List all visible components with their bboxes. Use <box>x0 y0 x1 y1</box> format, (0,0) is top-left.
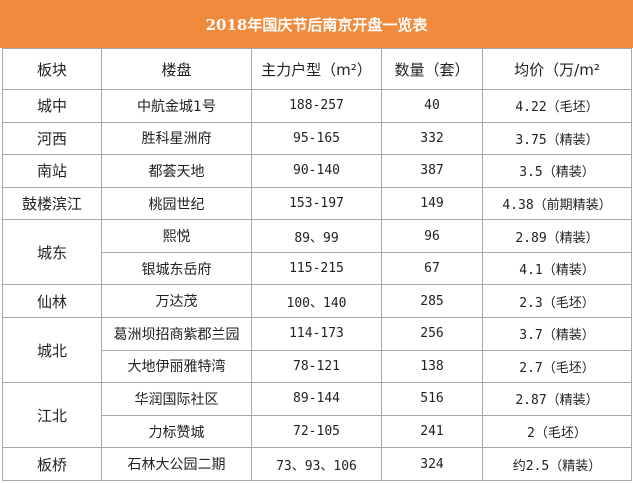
district-cell: 河西 <box>2 121 102 156</box>
unit-size-cell: 114-173 <box>251 317 382 351</box>
header-project: 楼盘 <box>101 48 252 90</box>
price-cell: 2.87（精装） <box>482 382 632 416</box>
count-cell: 96 <box>381 219 483 253</box>
table-row: 城东 熙悦 89、99 96 2.89（精装） <box>2 219 632 286</box>
count-cell: 40 <box>381 89 483 123</box>
district-cell: 城北 <box>2 317 102 384</box>
table-row: 仙林 万达茂 100、140 285 2.3（毛坯） <box>2 284 632 319</box>
header-price: 均价（万/m² <box>482 48 632 90</box>
price-cell: 4.22（毛坯） <box>482 89 632 123</box>
table-row: 河西 胜科星洲府 95-165 332 3.75（精装） <box>2 121 632 156</box>
project-cell: 桃园世纪 <box>101 186 252 221</box>
district-cell: 仙林 <box>2 284 102 319</box>
district-cell: 江北 <box>2 382 102 449</box>
header-district: 板块 <box>2 48 102 90</box>
unit-size-cell: 95-165 <box>251 121 382 156</box>
table-row: 板桥 石林大公园二期 73、93、106 324 约2.5（精装） <box>2 447 632 481</box>
table-title: 2018年国庆节后南京开盘一览表 <box>0 0 633 48</box>
price-cell: 2.3（毛坯） <box>482 284 632 319</box>
district-cell: 板桥 <box>2 447 102 481</box>
project-cell: 银城东岳府 <box>101 251 252 286</box>
table-row: 鼓楼滨江 桃园世纪 153-197 149 4.38（前期精装） <box>2 186 632 221</box>
price-cell: 2.7（毛坯） <box>482 349 632 384</box>
unit-size-cell: 100、140 <box>251 284 382 319</box>
header-row: 板块 楼盘 主力户型（m²） 数量（套） 均价（万/m² <box>2 48 632 90</box>
listing-table: 板块 楼盘 主力户型（m²） 数量（套） 均价（万/m² 城中 中航金城1号 1… <box>2 48 632 481</box>
table-row: 大地伊丽雅特湾 78-121 138 2.7（毛坯） <box>3 349 632 384</box>
unit-size-cell: 153-197 <box>251 186 382 221</box>
price-cell: 3.75（精装） <box>482 121 632 156</box>
unit-size-cell: 188-257 <box>251 89 382 123</box>
table-row: 力标赞城 72-105 241 2（毛坯） <box>3 414 632 449</box>
price-cell: 2.89（精装） <box>482 219 632 253</box>
unit-size-cell: 89、99 <box>251 219 382 253</box>
price-cell: 3.5（精装） <box>482 154 632 188</box>
count-cell: 241 <box>381 414 483 449</box>
project-cell: 都荟天地 <box>101 154 252 188</box>
count-cell: 285 <box>381 284 483 319</box>
project-cell: 胜科星洲府 <box>101 121 252 156</box>
table-row: 城中 中航金城1号 188-257 40 4.22（毛坯） <box>2 89 632 123</box>
unit-size-cell: 78-121 <box>251 349 382 384</box>
count-cell: 387 <box>381 154 483 188</box>
project-cell: 万达茂 <box>101 284 252 319</box>
price-cell: 约2.5（精装） <box>482 447 632 481</box>
district-cell: 城东 <box>2 219 102 286</box>
header-unit-size: 主力户型（m²） <box>251 48 382 90</box>
unit-size-cell: 72-105 <box>251 414 382 449</box>
unit-size-cell: 89-144 <box>251 382 382 416</box>
count-cell: 138 <box>381 349 483 384</box>
header-count: 数量（套） <box>381 48 483 90</box>
unit-size-cell: 90-140 <box>251 154 382 188</box>
count-cell: 149 <box>381 186 483 221</box>
district-cell: 南站 <box>2 154 102 188</box>
price-cell: 3.7（精装） <box>482 317 632 351</box>
price-cell: 2（毛坯） <box>482 414 632 449</box>
district-cell: 鼓楼滨江 <box>2 186 102 221</box>
count-cell: 256 <box>381 317 483 351</box>
project-cell: 石林大公园二期 <box>101 447 252 481</box>
unit-size-cell: 115-215 <box>251 251 382 286</box>
table-row: 南站 都荟天地 90-140 387 3.5（精装） <box>2 154 632 188</box>
price-cell: 4.1（精装） <box>482 251 632 286</box>
count-cell: 332 <box>381 121 483 156</box>
unit-size-cell: 73、93、106 <box>251 447 382 481</box>
project-cell: 中航金城1号 <box>101 89 252 123</box>
price-cell: 4.38（前期精装） <box>482 186 632 221</box>
project-cell: 力标赞城 <box>101 414 252 449</box>
project-cell: 葛洲坝招商紫郡兰园 <box>101 317 252 351</box>
count-cell: 67 <box>381 251 483 286</box>
project-cell: 大地伊丽雅特湾 <box>101 349 252 384</box>
count-cell: 516 <box>381 382 483 416</box>
table-row: 银城东岳府 115-215 67 4.1（精装） <box>3 251 632 286</box>
project-cell: 华润国际社区 <box>101 382 252 416</box>
project-cell: 熙悦 <box>101 219 252 253</box>
district-cell: 城中 <box>2 89 102 123</box>
count-cell: 324 <box>381 447 483 481</box>
table-row: 城北 葛洲坝招商紫郡兰园 114-173 256 3.7（精装） <box>2 317 632 384</box>
table-row: 江北 华润国际社区 89-144 516 2.87（精装） <box>2 382 632 449</box>
